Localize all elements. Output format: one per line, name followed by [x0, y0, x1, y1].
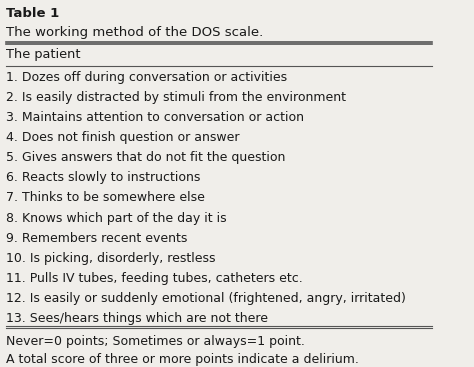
Text: A total score of three or more points indicate a delirium.: A total score of three or more points in…: [6, 353, 359, 366]
Text: 12. Is easily or suddenly emotional (frightened, angry, irritated): 12. Is easily or suddenly emotional (fri…: [6, 292, 406, 305]
Text: 6. Reacts slowly to instructions: 6. Reacts slowly to instructions: [6, 171, 200, 185]
Text: 10. Is picking, disorderly, restless: 10. Is picking, disorderly, restless: [6, 252, 215, 265]
Text: 3. Maintains attention to conversation or action: 3. Maintains attention to conversation o…: [6, 111, 304, 124]
Text: 13. Sees/hears things which are not there: 13. Sees/hears things which are not ther…: [6, 312, 268, 325]
Text: 8. Knows which part of the day it is: 8. Knows which part of the day it is: [6, 211, 227, 225]
Text: 9. Remembers recent events: 9. Remembers recent events: [6, 232, 187, 245]
Text: 1. Dozes off during conversation or activities: 1. Dozes off during conversation or acti…: [6, 71, 287, 84]
Text: Never=0 points; Sometimes or always=1 point.: Never=0 points; Sometimes or always=1 po…: [6, 335, 305, 348]
Text: The working method of the DOS scale.: The working method of the DOS scale.: [6, 26, 263, 39]
Text: 2. Is easily distracted by stimuli from the environment: 2. Is easily distracted by stimuli from …: [6, 91, 346, 104]
Text: 4. Does not finish question or answer: 4. Does not finish question or answer: [6, 131, 239, 144]
Text: 7. Thinks to be somewhere else: 7. Thinks to be somewhere else: [6, 192, 205, 204]
Text: 5. Gives answers that do not fit the question: 5. Gives answers that do not fit the que…: [6, 151, 285, 164]
Text: 11. Pulls IV tubes, feeding tubes, catheters etc.: 11. Pulls IV tubes, feeding tubes, cathe…: [6, 272, 302, 285]
Text: Table 1: Table 1: [6, 7, 59, 19]
Text: The patient: The patient: [6, 48, 80, 62]
